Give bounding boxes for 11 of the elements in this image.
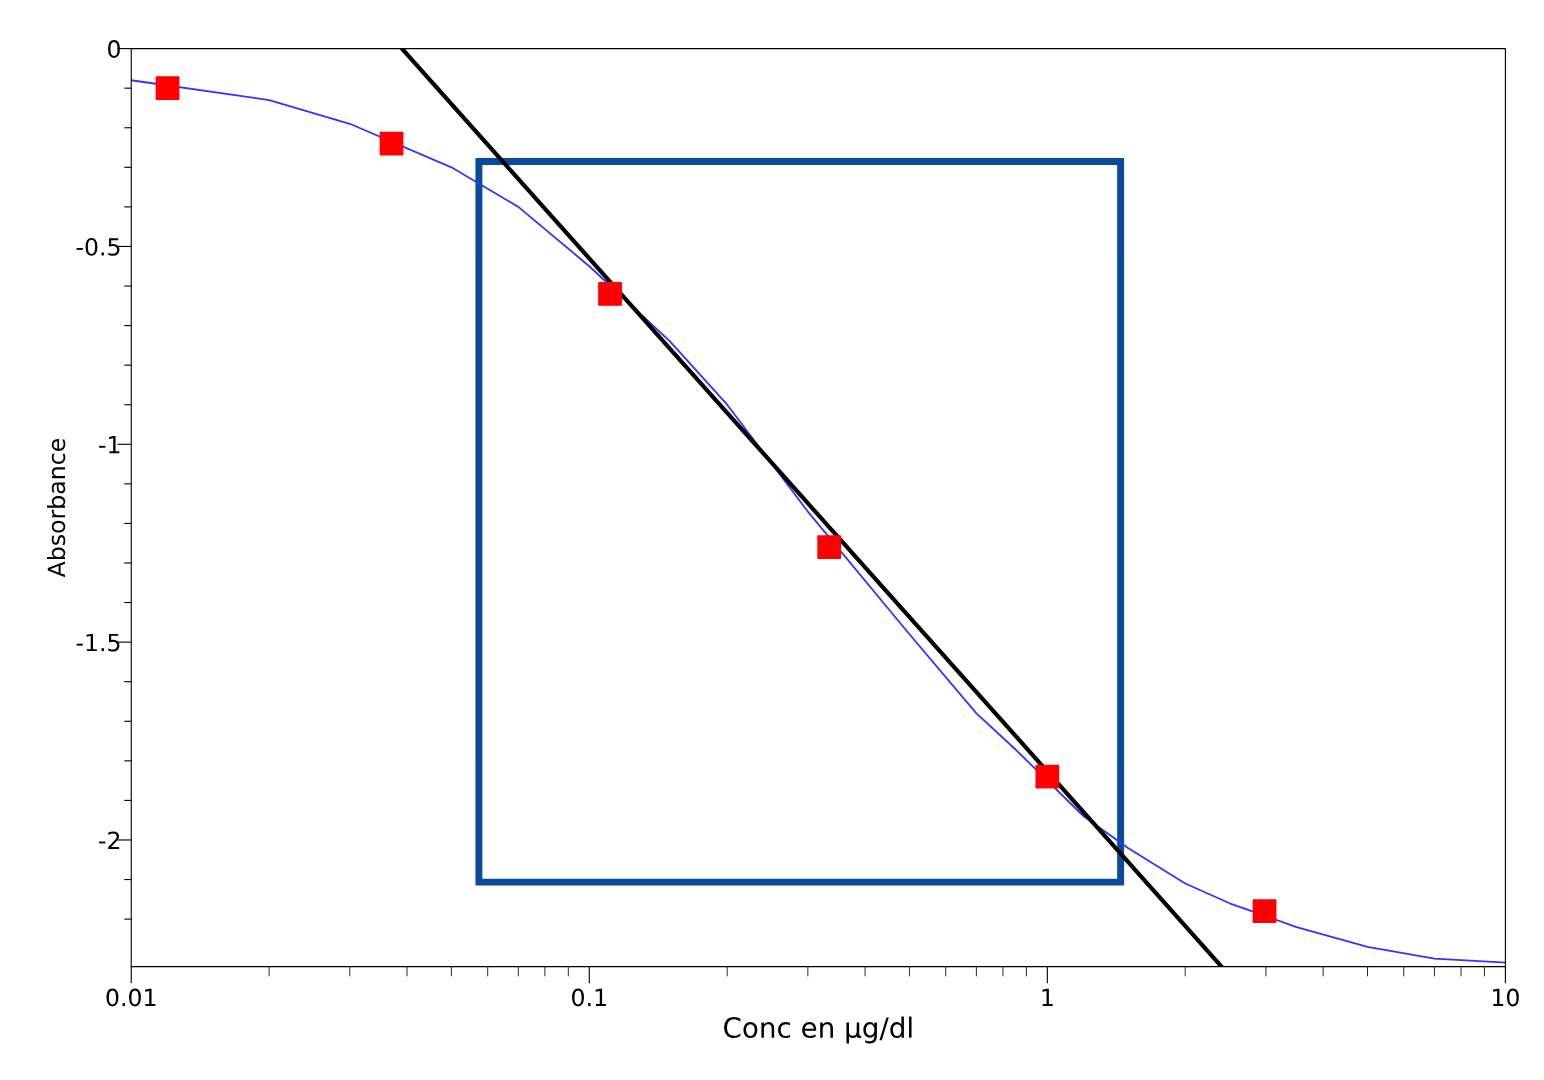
x-axis-title: Conc en µg/dl	[724, 1016, 912, 1044]
x-tick-label: 1	[1042, 988, 1053, 1007]
x-tick-label: 10	[1492, 988, 1519, 1007]
y-axis-title: Absorbance	[47, 439, 66, 578]
y-tick-label: -2	[99, 831, 120, 849]
y-tick-label: -1.5	[76, 633, 120, 652]
x-tick-label: 0.01	[106, 988, 156, 1007]
y-tick-label: -1	[99, 436, 120, 454]
y-tick-label: -0.5	[76, 237, 120, 256]
x-tick-label: 0.1	[572, 988, 606, 1007]
y-tick-label: 0	[108, 40, 120, 58]
